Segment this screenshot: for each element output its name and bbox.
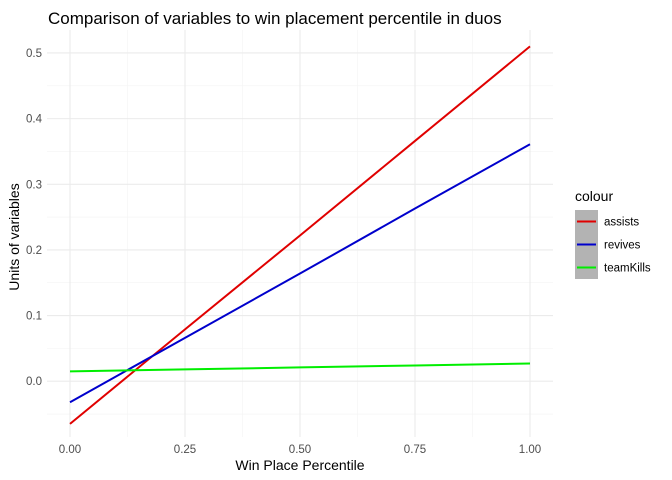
x-tick-label: 0.50 — [289, 444, 311, 456]
legend: colour assists revives teamKills — [575, 188, 651, 279]
legend-items: assists revives teamKills — [575, 210, 651, 279]
y-axis-title: Units of variables — [6, 183, 22, 290]
series-line-assists — [69, 45, 531, 425]
y-tick-label: 0.1 — [26, 311, 42, 323]
series-line-revives — [69, 143, 531, 404]
chart-title: Comparison of variables to win placement… — [48, 9, 502, 28]
legend-label-teamkills: teamKills — [604, 263, 651, 275]
x-axis-ticks: 0.00 0.25 0.50 0.75 1.00 — [59, 444, 541, 456]
x-tick-label: 0.75 — [404, 444, 426, 456]
y-tick-label: 0.4 — [26, 114, 43, 126]
x-axis-title: Win Place Percentile — [235, 457, 364, 473]
y-tick-label: 0.2 — [26, 245, 42, 257]
legend-label-assists: assists — [604, 217, 639, 229]
grid-major — [47, 30, 553, 437]
y-axis-ticks: 0.0 0.1 0.2 0.3 0.4 0.5 — [26, 48, 43, 388]
y-tick-label: 0.0 — [26, 376, 42, 388]
y-tick-label: 0.3 — [26, 179, 42, 191]
legend-label-revives: revives — [604, 240, 641, 252]
x-tick-label: 1.00 — [519, 444, 541, 456]
series-line-teamkills — [69, 362, 531, 373]
legend-title: colour — [575, 188, 613, 204]
x-tick-label: 0.00 — [59, 444, 81, 456]
series-lines — [69, 45, 531, 425]
x-tick-label: 0.25 — [174, 444, 196, 456]
y-tick-label: 0.5 — [26, 48, 42, 60]
plot-panel — [47, 30, 553, 437]
